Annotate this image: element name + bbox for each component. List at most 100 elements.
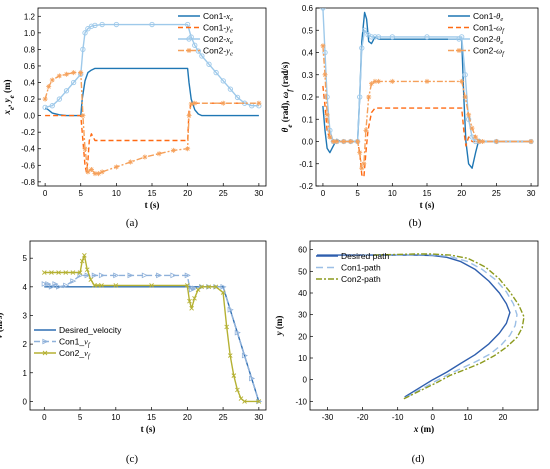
panel-b-series-3-point bbox=[480, 139, 485, 144]
panel-d-series-1 bbox=[362, 253, 518, 399]
panel-b-series-2-point bbox=[372, 34, 378, 40]
panel-a-series-3-point bbox=[186, 113, 192, 119]
panel-c-xtick-label-4: 20 bbox=[183, 413, 192, 422]
panel-c-series-2-point bbox=[92, 283, 97, 288]
panel-b-series-2-point bbox=[324, 94, 330, 100]
panel-d-caption: (d) bbox=[412, 453, 425, 465]
panel-a-plot-frame bbox=[37, 7, 267, 187]
panel-b-series-3-point bbox=[375, 78, 381, 84]
panel-a-series-0-line bbox=[45, 67, 259, 117]
panel-c-series-2-point bbox=[256, 399, 262, 404]
panel-d: -30 -20 -10 0 10 20 -10 0 10 20 30 40 50 60 x (m) y (m)… bbox=[274, 240, 539, 465]
panel-a-series-3-point bbox=[185, 146, 191, 152]
panel-c-ytick-label-4: 4 bbox=[23, 283, 28, 292]
panel-d-xtick-label-1: -20 bbox=[357, 413, 369, 422]
panel-c-series-2-point bbox=[192, 295, 197, 301]
panel-b-series-3-point bbox=[366, 94, 372, 100]
panel-a-ylabel: xe, ye (m) bbox=[2, 80, 16, 116]
panel-a-series-3-point bbox=[113, 164, 119, 170]
panel-a-series-2-point bbox=[92, 22, 98, 29]
panel-c-xlabel: t (s) bbox=[141, 424, 156, 434]
panel-a-series-3-point bbox=[56, 73, 62, 79]
panel-c-series-2-point bbox=[79, 258, 85, 264]
panel-b-series-3-point bbox=[324, 112, 330, 118]
panel-a-series-3 bbox=[42, 70, 262, 177]
panel-a-series-3-point bbox=[42, 96, 48, 102]
panel-a-series-2-point bbox=[227, 86, 234, 92]
panel-b-ylabel: θe (rad), ωf (rad/s) bbox=[280, 62, 294, 133]
panel-c-series-2-point bbox=[224, 324, 229, 330]
panel-a-series-2-point bbox=[80, 46, 86, 53]
panel-a-ytick-label-10: 1.2 bbox=[24, 12, 36, 21]
panel-a-series-2-point bbox=[99, 21, 105, 28]
panel-c: 0 5 10 15 20 25 30 0 1 2 3 4 5 t (s) v (m/s) Desired_ve… bbox=[0, 240, 267, 465]
panel-b-series-3 bbox=[320, 43, 534, 171]
panel-b-xtick-label-1: 5 bbox=[355, 189, 360, 198]
panel-d-xlabel: x (m) bbox=[413, 424, 434, 434]
panel-c-series-1-point bbox=[84, 272, 91, 279]
panel-c-xtick-label-0: 0 bbox=[42, 413, 47, 422]
panel-a-series-2-point bbox=[113, 21, 120, 28]
panel-c-series-2-point bbox=[199, 284, 204, 290]
panel-c-series-2-point bbox=[195, 287, 201, 293]
panel-a-xlabel: t (s) bbox=[145, 200, 160, 210]
panel-c-legend-label-0: Desired_velocity bbox=[59, 325, 122, 335]
panel-b-series-3-point bbox=[469, 125, 475, 131]
panel-a-series-3-point bbox=[49, 77, 55, 83]
panel-c-series-2-point bbox=[82, 253, 87, 258]
panel-b-series-2-point bbox=[357, 94, 363, 100]
panel-d-series-2 bbox=[373, 253, 525, 400]
panel-b-series-3-point bbox=[341, 139, 347, 144]
panel-a-series-3-point bbox=[82, 146, 88, 152]
panel-c-series-1-point bbox=[141, 272, 148, 279]
panel-b-series-2-point bbox=[389, 34, 395, 40]
panel-b-series-2-point bbox=[359, 45, 365, 51]
panel-a-series-2-point bbox=[63, 88, 70, 94]
panel-d-legend-label-2: Con2-path bbox=[341, 274, 381, 284]
panel-a-legend-label-3: Con2-ye bbox=[203, 46, 233, 58]
panel-c-series-1-point bbox=[41, 281, 48, 287]
panel-a-series-2-point bbox=[195, 48, 201, 54]
panel-c-plot-frame bbox=[29, 240, 267, 411]
panel-c-series-1-point bbox=[227, 306, 234, 313]
panel-a-xtick-label-3: 15 bbox=[148, 189, 157, 198]
panel-b-series-3-point bbox=[322, 72, 328, 78]
panel-c-series-1-point bbox=[63, 282, 70, 289]
panel-c-ytick-label-0: 0 bbox=[23, 397, 28, 406]
panel-c-series-1-point bbox=[48, 284, 55, 290]
panel-b-series-3-point bbox=[369, 81, 374, 87]
panel-b-series-3-point bbox=[459, 78, 465, 84]
panel-c-ytick-label-1: 1 bbox=[23, 369, 28, 378]
panel-b-xtick-label-3: 15 bbox=[423, 189, 432, 198]
panel-b-series-2-point bbox=[361, 27, 368, 33]
panel-c-series-2-point bbox=[238, 396, 244, 401]
panel-b-caption: (b) bbox=[409, 217, 422, 229]
panel-b-series-3-point bbox=[348, 139, 354, 144]
panel-b-series-3-point bbox=[462, 94, 468, 100]
panel-b-series-2-point bbox=[375, 34, 382, 40]
panel-a-series-2-point bbox=[206, 61, 212, 67]
panel-c-series-1-point bbox=[241, 352, 248, 359]
panel-a-series-3-point bbox=[46, 84, 52, 90]
panel-c-series-2-point bbox=[70, 270, 76, 275]
panel-c-series-2-point bbox=[206, 284, 212, 290]
panel-b-ytick-label-5: 0.3 bbox=[302, 71, 314, 80]
panel-a-xtick-label-2: 10 bbox=[112, 189, 121, 198]
panel-c-series-1-point bbox=[184, 272, 191, 279]
panel-c-series-2-point bbox=[189, 305, 194, 311]
panel-b-legend-label-3: Con2-ωf bbox=[473, 46, 505, 58]
panel-c-legend-label-1: Con1_vf bbox=[59, 337, 91, 349]
panel-c-series-2-point bbox=[185, 283, 190, 288]
panel-b-series-3-point bbox=[359, 165, 365, 171]
panel-b-xtick-label-4: 20 bbox=[457, 189, 466, 198]
panel-b-series-3-line bbox=[322, 45, 532, 169]
panel-a-xtick-label-1: 5 bbox=[79, 189, 84, 198]
panel-b-series-3-point bbox=[320, 43, 326, 49]
panel-c-series-1-point bbox=[156, 272, 163, 279]
panel-c-series-1-point bbox=[70, 278, 77, 284]
panel-c-series-2-point bbox=[63, 270, 69, 275]
panel-a-xtick-label-0: 0 bbox=[43, 189, 48, 198]
